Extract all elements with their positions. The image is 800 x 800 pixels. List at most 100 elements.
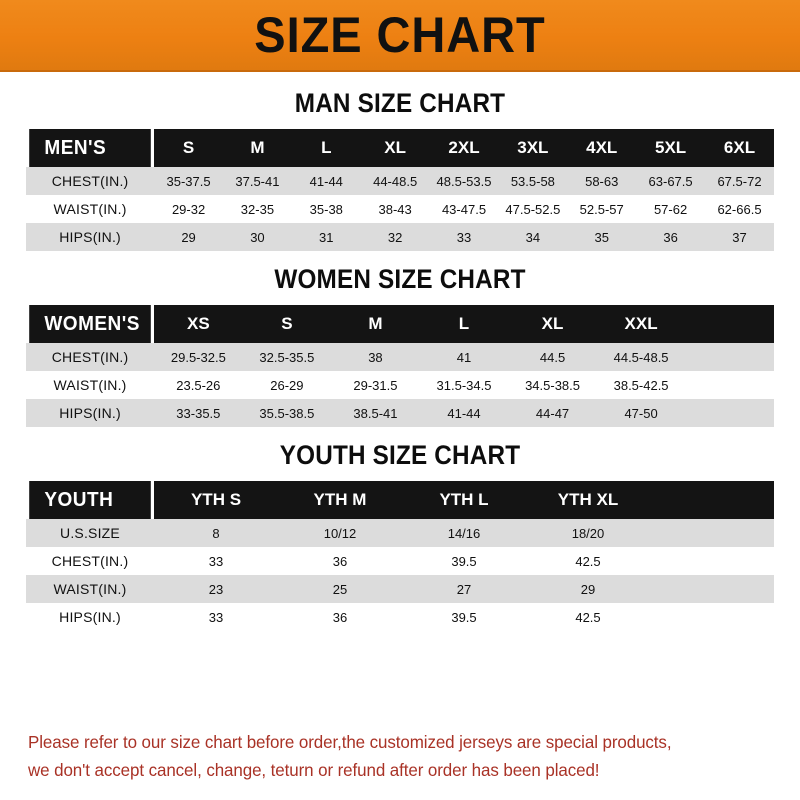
man-size-table: MEN'S S M L XL 2XL 3XL 4XL 5XL 6XL CHEST… <box>26 129 774 251</box>
table-cell: 36 <box>278 603 402 631</box>
table-header-row: YOUTH YTH S YTH M YTH L YTH XL <box>26 481 774 519</box>
footer-line-1: Please refer to our size chart before or… <box>28 732 672 752</box>
table-cell: 27 <box>402 575 526 603</box>
table-cell: 30 <box>223 223 292 251</box>
table-header-cell: S <box>154 129 223 167</box>
table-header-cell: XS <box>154 305 243 343</box>
table-cell: 23 <box>154 575 278 603</box>
row-label: U.S.SIZE <box>26 519 154 547</box>
table-cell: 33 <box>154 547 278 575</box>
table-cell-empty <box>650 575 774 603</box>
table-row: CHEST(IN.) 35-37.5 37.5-41 41-44 44-48.5… <box>26 167 774 195</box>
table-cell: 34.5-38.5 <box>508 371 597 399</box>
table-header-cell: S <box>242 305 332 343</box>
table-cell-empty <box>650 519 774 547</box>
table-cell: 41-44 <box>291 167 361 195</box>
table-row: U.S.SIZE 8 10/12 14/16 18/20 <box>26 519 774 547</box>
table-cell: 47-50 <box>596 399 686 427</box>
table-cell: 14/16 <box>402 519 526 547</box>
table-cell: 29-31.5 <box>331 371 420 399</box>
table-cell: 29.5-32.5 <box>154 343 243 371</box>
row-label: CHEST(IN.) <box>26 343 155 371</box>
table-header-cell-empty <box>685 305 774 343</box>
table-row: HIPS(IN.) 29 30 31 32 33 34 35 36 37 <box>26 223 774 251</box>
table-cell: 29 <box>526 575 650 603</box>
table-cell-empty <box>685 371 774 399</box>
table-cell: 26-29 <box>242 371 332 399</box>
table-cell: 52.5-57 <box>567 195 637 223</box>
table-cell: 39.5 <box>402 603 526 631</box>
table-cell: 44-48.5 <box>360 167 430 195</box>
table-header-cell: M <box>331 305 420 343</box>
table-header-cell: XL <box>508 305 597 343</box>
table-row: WAIST(IN.) 29-32 32-35 35-38 38-43 43-47… <box>26 195 774 223</box>
table-cell: 25 <box>278 575 402 603</box>
page-banner: SIZE CHART <box>0 0 800 72</box>
table-cell: 39.5 <box>402 547 526 575</box>
table-cell: 35.5-38.5 <box>242 399 332 427</box>
table-cell: 36 <box>278 547 402 575</box>
table-header-cell: 5XL <box>636 129 706 167</box>
table-cell: 44.5-48.5 <box>596 343 686 371</box>
table-cell: 37.5-41 <box>223 167 292 195</box>
table-cell-empty <box>650 603 774 631</box>
table-cell: 44-47 <box>508 399 597 427</box>
youth-size-table: YOUTH YTH S YTH M YTH L YTH XL U.S.SIZE … <box>26 481 774 631</box>
table-cell: 57-62 <box>636 195 706 223</box>
table-header-row: MEN'S S M L XL 2XL 3XL 4XL 5XL 6XL <box>26 129 774 167</box>
row-label: CHEST(IN.) <box>26 547 154 575</box>
table-header-cell: 2XL <box>429 129 499 167</box>
table-header-cell-label: YOUTH <box>29 481 151 519</box>
footer-line-2: we don't accept cancel, change, teturn o… <box>28 760 600 781</box>
table-cell: 58-63 <box>567 167 637 195</box>
row-label: WAIST(IN.) <box>26 371 155 399</box>
table-cell: 35-37.5 <box>154 167 223 195</box>
table-cell: 63-67.5 <box>636 167 706 195</box>
table-cell: 43-47.5 <box>429 195 499 223</box>
table-header-cell: L <box>291 129 361 167</box>
table-row: CHEST(IN.) 29.5-32.5 32.5-35.5 38 41 44.… <box>26 343 774 371</box>
table-cell: 35 <box>567 223 637 251</box>
table-cell: 44.5 <box>508 343 597 371</box>
table-cell-empty <box>685 343 774 371</box>
table-cell: 48.5-53.5 <box>429 167 499 195</box>
table-cell: 23.5-26 <box>154 371 243 399</box>
row-label: HIPS(IN.) <box>26 399 155 427</box>
table-row: WAIST(IN.) 23.5-26 26-29 29-31.5 31.5-34… <box>26 371 774 399</box>
table-cell: 47.5-52.5 <box>498 195 568 223</box>
table-cell: 42.5 <box>526 547 650 575</box>
table-cell: 32-35 <box>223 195 292 223</box>
row-label: HIPS(IN.) <box>26 223 155 251</box>
table-cell: 8 <box>154 519 278 547</box>
section-heading-women: WOMEN SIZE CHART <box>274 264 526 294</box>
table-cell: 67.5-72 <box>705 167 774 195</box>
table-cell: 33-35.5 <box>154 399 243 427</box>
table-header-cell: 4XL <box>567 129 637 167</box>
table-header-cell: L <box>419 305 509 343</box>
table-cell: 36 <box>636 223 706 251</box>
table-cell: 31 <box>291 223 361 251</box>
table-cell: 35-38 <box>291 195 361 223</box>
table-header-cell: M <box>223 129 292 167</box>
table-row: HIPS(IN.) 33-35.5 35.5-38.5 38.5-41 41-4… <box>26 399 774 427</box>
table-header-cell-label: WOMEN'S <box>29 305 151 343</box>
table-header-cell-label: MEN'S <box>29 129 151 167</box>
table-cell: 31.5-34.5 <box>419 371 509 399</box>
table-header-cell: 3XL <box>498 129 568 167</box>
women-size-table: WOMEN'S XS S M L XL XXL CHEST(IN.) 29.5-… <box>26 305 774 427</box>
table-cell: 29 <box>154 223 223 251</box>
table-cell: 53.5-58 <box>498 167 568 195</box>
table-cell: 38.5-42.5 <box>596 371 686 399</box>
row-label: WAIST(IN.) <box>26 575 154 603</box>
table-cell-empty <box>685 399 774 427</box>
table-row: CHEST(IN.) 33 36 39.5 42.5 <box>26 547 774 575</box>
table-cell: 38.5-41 <box>331 399 420 427</box>
row-label: HIPS(IN.) <box>26 603 154 631</box>
table-header-cell: XXL <box>596 305 686 343</box>
section-heading-man: MAN SIZE CHART <box>294 88 506 118</box>
table-header-cell: XL <box>360 129 430 167</box>
table-cell: 10/12 <box>278 519 402 547</box>
table-cell: 33 <box>429 223 499 251</box>
table-cell: 34 <box>498 223 568 251</box>
